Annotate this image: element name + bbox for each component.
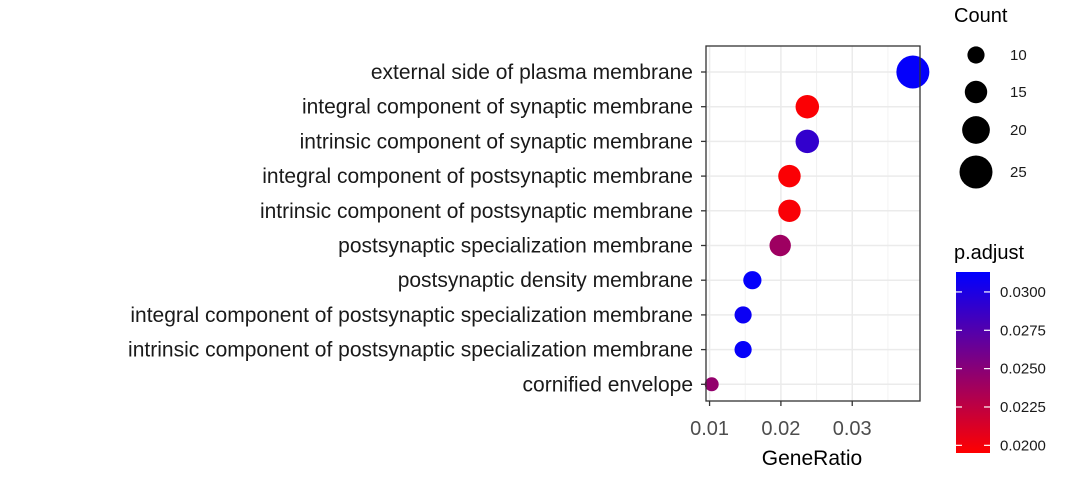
size-legend-label: 15: [1010, 84, 1027, 101]
data-point: [795, 129, 820, 154]
category-label: postsynaptic specialization membrane: [338, 235, 693, 258]
panel-border: [705, 45, 921, 402]
size-legend-key: [967, 46, 985, 64]
category-labels: external side of plasma membrane integral…: [128, 61, 706, 396]
plot-frame: [705, 45, 921, 402]
data-points: [704, 55, 930, 392]
color-legend-label: 0.0200: [1000, 437, 1046, 454]
x-tick-label: 0.01: [690, 418, 729, 440]
color-legend-bar: [956, 272, 990, 453]
size-legend-title: Count: [954, 5, 1008, 27]
x-axis-title: GeneRatio: [762, 447, 862, 470]
color-legend-label: 0.0300: [1000, 284, 1046, 301]
color-legend-label: 0.0250: [1000, 361, 1046, 378]
size-legend: Count 10 15 20 25: [954, 5, 1027, 189]
size-legend-key: [962, 116, 990, 144]
category-label: intrinsic component of postsynaptic spec…: [128, 339, 693, 362]
size-legend-label: 10: [1010, 47, 1027, 64]
size-legend-label: 25: [1010, 164, 1027, 181]
category-label: external side of plasma membrane: [371, 61, 693, 84]
data-point: [778, 164, 801, 188]
data-point: [743, 271, 762, 290]
color-legend-title: p.adjust: [954, 242, 1024, 264]
data-point: [778, 199, 801, 223]
grid-lines: [706, 46, 920, 401]
category-label: cornified envelope: [523, 373, 693, 396]
x-tick-label: 0.02: [761, 418, 800, 440]
data-point: [704, 377, 719, 392]
category-label: integral component of postsynaptic speci…: [130, 304, 693, 327]
category-label: intrinsic component of synaptic membrane: [300, 130, 693, 153]
color-legend-label: 0.0275: [1000, 322, 1046, 339]
color-legend: p.adjust 0.0300 0.0275 0.0250 0.0225 0.0200: [954, 242, 1046, 454]
data-point: [795, 94, 820, 119]
category-label: integral component of synaptic membrane: [302, 96, 693, 119]
data-point: [734, 341, 752, 359]
data-point: [896, 55, 930, 89]
data-point: [769, 234, 791, 257]
color-legend-label: 0.0225: [1000, 399, 1046, 416]
size-legend-label: 20: [1010, 122, 1027, 139]
x-axis: 0.01 0.02 0.03: [690, 401, 872, 440]
size-legend-key: [959, 155, 993, 189]
category-label: postsynaptic density membrane: [398, 269, 693, 292]
x-tick-label: 0.03: [833, 418, 872, 440]
category-label: integral component of postsynaptic membr…: [262, 165, 693, 188]
category-label: intrinsic component of postsynaptic memb…: [260, 200, 693, 223]
data-point: [734, 306, 752, 324]
size-legend-key: [964, 80, 988, 104]
